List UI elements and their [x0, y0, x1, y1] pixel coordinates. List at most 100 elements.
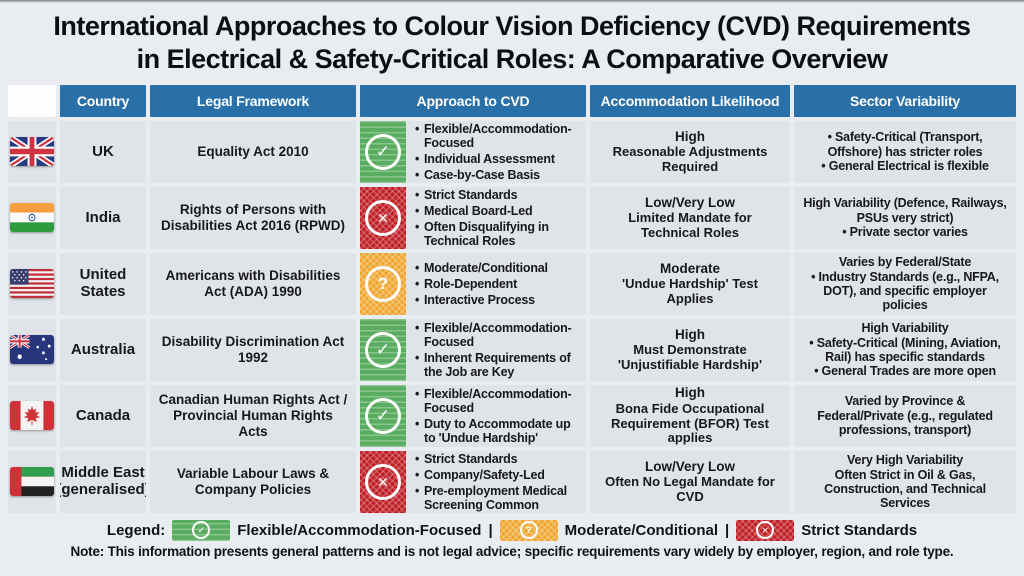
legend-label: Legend:	[106, 521, 166, 539]
header-legal-framework: Legal Framework	[150, 84, 356, 117]
us-flag-icon	[10, 269, 54, 299]
header-accommodation-likelihood: Accommodation Likelihood	[590, 84, 790, 117]
accommodation-cell: Low/Very Low Limited Mandate for Technic…	[590, 186, 790, 249]
approach-points: Moderate/Conditional Role-Dependent Intera…	[406, 253, 586, 315]
country-cell: Middle East (generalised)	[60, 450, 146, 513]
approach-point: Case-by-Case Basis	[414, 168, 582, 182]
accommodation-detail: Bona Fide Occupational Requirement (BFOR…	[611, 400, 769, 446]
country-cell: Australia	[60, 318, 146, 381]
cross-circle-icon	[736, 519, 795, 541]
sector-variability-cell: High Variability (Defence, Railways, PSU…	[794, 186, 1016, 249]
approach-cell: Flexible/Accommodation-Focused Individual…	[360, 120, 586, 183]
sector-variability-cell: Safety-Critical (Transport, Offshore) ha…	[794, 120, 1016, 183]
uae-flag-icon	[10, 467, 54, 497]
accommodation-level: High	[675, 385, 705, 401]
accommodation-level: High	[675, 128, 705, 144]
india-flag-icon	[10, 203, 54, 233]
sector-line: Safety-Critical (Mining, Aviation, Rail)…	[801, 336, 1009, 365]
uk-flag-icon	[10, 137, 54, 167]
approach-points: Strict Standards Medical Board-Led Often D…	[406, 187, 586, 249]
accommodation-detail: Must Demonstrate 'Unjustifiable Hardship…	[617, 342, 763, 372]
approach-points: Strict Standards Company/Safety-Led Pre-em…	[406, 451, 586, 513]
country-cell: India	[60, 186, 146, 249]
approach-cell: Flexible/Accommodation-FocusedDuty to Ac…	[360, 384, 586, 447]
sector-line: High Variability (Defence, Railways, PSU…	[803, 196, 1007, 225]
approach-point: Duty to Accommodate up to 'Undue Hardshi…	[414, 417, 582, 445]
header-sector-variability: Sector Variability	[794, 84, 1016, 117]
accommodation-level: Low/Very Low	[644, 458, 736, 474]
top-edge-strip	[0, 0, 1024, 3]
cross-circle-icon	[360, 186, 406, 249]
approach-point: Strict Standards	[414, 452, 582, 466]
country-cell: UK	[60, 120, 146, 183]
approach-point: Moderate/Conditional	[414, 261, 582, 275]
cross-circle-icon	[360, 450, 406, 513]
sector-line: Often Strict in Oil & Gas, Construction,…	[824, 467, 986, 511]
header-approach-cvd: Approach to CVD	[360, 84, 586, 117]
legend-item-flexible: Flexible/Accommodation-Focused	[237, 521, 482, 539]
sector-variability-cell: High VariabilitySafety-Critical (Mining,…	[794, 318, 1016, 381]
flag-cell	[8, 120, 56, 183]
header-country: Country	[60, 84, 146, 117]
sector-variability-cell: Varies by Federal/StateIndustry Standard…	[794, 252, 1016, 315]
sector-line: Safety-Critical (Transport, Offshore) ha…	[801, 130, 1009, 159]
legal-framework-cell: Equality Act 2010	[150, 120, 356, 183]
country-cell: United States	[60, 252, 146, 315]
sector-variability-cell: Varied by Province & Federal/Private (e.…	[794, 384, 1016, 447]
accommodation-cell: High Bona Fide Occupational Requirement …	[590, 384, 790, 447]
accommodation-level: Low/Very Low	[644, 194, 736, 210]
sector-line: Varied by Province & Federal/Private (e.…	[817, 394, 993, 438]
accommodation-detail: Reasonable Adjustments Required	[612, 144, 768, 174]
sector-line: General Electrical is flexible	[821, 159, 989, 173]
legend: Legend: Flexible/Accommodation-Focused |…	[0, 519, 1024, 541]
accommodation-level: Moderate	[659, 260, 720, 276]
sector-line: Varies by Federal/State	[838, 255, 972, 270]
legend-item-strict: Strict Standards	[801, 521, 918, 539]
accommodation-level: High	[675, 326, 705, 342]
note-text: Note: This information presents general …	[70, 543, 954, 559]
accommodation-cell: High Reasonable Adjustments Required	[590, 120, 790, 183]
question-circle-icon	[360, 252, 406, 315]
approach-point: Flexible/Accommodation-Focused	[414, 321, 582, 349]
flag-cell	[8, 384, 56, 447]
sector-line: High Variability	[861, 321, 949, 336]
accommodation-detail: 'Undue Hardship' Test Applies	[622, 276, 758, 306]
legal-framework-cell: Canadian Human Rights Act / Provincial H…	[150, 384, 356, 447]
check-circle-icon	[360, 120, 406, 183]
check-circle-icon	[360, 384, 406, 447]
header-flag-blank	[8, 84, 56, 117]
australia-flag-icon	[10, 335, 54, 365]
sector-variability-cell: Very High Variability Often Strict in Oil…	[794, 450, 1016, 513]
approach-point: Company/Safety-Led	[414, 468, 582, 482]
sector-line: Industry Standards (e.g., NFPA, DOT), an…	[801, 270, 1009, 313]
legend-separator: |	[725, 521, 730, 539]
flag-cell	[8, 318, 56, 381]
approach-points: Flexible/Accommodation-FocusedDuty to Ac…	[406, 385, 586, 447]
approach-point: Individual Assessment	[414, 152, 582, 166]
canada-flag-icon	[10, 401, 54, 431]
approach-point: Medical Board-Led	[414, 204, 582, 218]
legal-framework-cell: Americans with Disabilities Act (ADA) 19…	[150, 252, 356, 315]
approach-point: Flexible/Accommodation-Focused	[414, 387, 582, 415]
approach-point: Role-Dependent	[414, 277, 582, 291]
accommodation-cell: High Must Demonstrate 'Unjustifiable Har…	[590, 318, 790, 381]
accommodation-detail: Often No Legal Mandate for CVD	[605, 474, 775, 504]
legend-item-moderate: Moderate/Conditional	[564, 521, 719, 539]
flag-cell	[8, 450, 56, 513]
comparison-table: Country Legal Framework Approach to CVD …	[8, 84, 1016, 513]
flag-cell	[8, 252, 56, 315]
page-title-line2: in Electrical & Safety-Critical Roles: A…	[136, 43, 888, 74]
accommodation-detail: Limited Mandate for Technical Roles	[628, 210, 752, 240]
check-circle-icon	[360, 318, 406, 381]
country-cell: Canada	[60, 384, 146, 447]
check-circle-icon	[172, 519, 231, 541]
accommodation-cell: Moderate 'Undue Hardship' Test Applies	[590, 252, 790, 315]
approach-cell: Flexible/Accommodation-FocusedInherent R…	[360, 318, 586, 381]
approach-point: Inherent Requirements of the Job are Key	[414, 351, 582, 379]
approach-cell: Moderate/Conditional Role-Dependent Intera…	[360, 252, 586, 315]
approach-point: Pre-employment Medical Screening Common	[414, 484, 582, 512]
sector-line: Very High Variability	[847, 453, 963, 468]
legal-framework-cell: Rights of Persons with Disabilities Act …	[150, 186, 356, 249]
question-circle-icon	[499, 519, 558, 541]
sector-line: Private sector varies	[842, 225, 968, 239]
